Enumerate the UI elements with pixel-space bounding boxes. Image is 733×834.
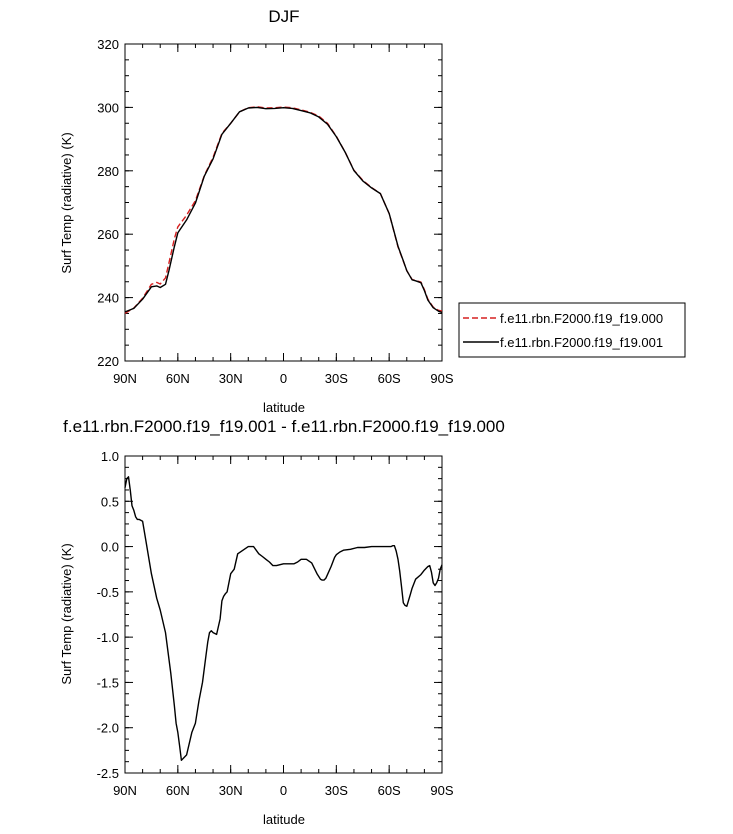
top-x-tick-label-0: 90N — [113, 371, 137, 386]
bottom-panel: f.e11.rbn.F2000.f19_f19.001 - f.e11.rbn.… — [59, 417, 505, 827]
top-y-axis-label: Surf Temp (radiative) (K) — [59, 132, 74, 273]
bottom-series-line-0 — [124, 476, 443, 761]
top-series-layer — [124, 106, 443, 314]
bottom-x-tick-label-1: 60N — [166, 783, 190, 798]
top-legend: f.e11.rbn.F2000.f19_f19.000 f.e11.rbn.F2… — [458, 302, 686, 358]
bottom-series-layer — [124, 476, 443, 761]
bottom-y-tick-label-2: -1.5 — [97, 675, 119, 690]
bottom-x-tick-label-3: 0 — [280, 783, 287, 798]
top-x-tick-label-4: 30S — [325, 371, 348, 386]
top-x-tick-label-6: 90S — [430, 371, 453, 386]
top-x-axis: 90N 60N 30N 0 30S 60S 90S — [113, 44, 454, 386]
top-y-tick-label-1: 240 — [97, 291, 119, 306]
legend-box — [458, 302, 686, 358]
top-chart-title: DJF — [268, 7, 299, 26]
top-y-tick-label-3: 280 — [97, 164, 119, 179]
bottom-y-tick-label-7: 1.0 — [101, 449, 119, 464]
top-y-axis: 220 240 260 280 300 320 — [97, 37, 442, 369]
bottom-y-tick-label-0: -2.5 — [97, 766, 119, 781]
top-x-tick-label-2: 30N — [219, 371, 243, 386]
top-series-line-1 — [124, 106, 443, 314]
bottom-x-axis-label: latitude — [263, 812, 305, 827]
top-y-tick-label-4: 300 — [97, 100, 119, 115]
bottom-x-tick-label-4: 30S — [325, 783, 348, 798]
bottom-x-tick-label-0: 90N — [113, 783, 137, 798]
bottom-y-tick-label-6: 0.5 — [101, 494, 119, 509]
bottom-y-axis: -2.5 -2.0 -1.5 -1.0 -0.5 0.0 0.5 1.0 — [97, 449, 442, 781]
top-x-tick-label-3: 0 — [280, 371, 287, 386]
bottom-x-axis: 90N 60N 30N 0 30S 60S 90S — [113, 456, 454, 798]
top-series-line-0 — [124, 106, 443, 314]
bottom-y-axis-label: Surf Temp (radiative) (K) — [59, 543, 74, 684]
top-plot-frame — [124, 43, 443, 362]
top-y-tick-label-2: 260 — [97, 227, 119, 242]
legend-label-series-1: f.e11.rbn.F2000.f19_f19.001 — [500, 335, 663, 350]
top-x-tick-label-5: 60S — [378, 371, 401, 386]
top-x-axis-label: latitude — [263, 400, 305, 415]
bottom-y-tick-label-4: -0.5 — [97, 585, 119, 600]
bottom-x-tick-label-5: 60S — [378, 783, 401, 798]
legend-label-series-0: f.e11.rbn.F2000.f19_f19.000 — [500, 311, 663, 326]
bottom-plot-frame — [124, 455, 443, 774]
top-y-tick-label-5: 320 — [97, 37, 119, 52]
bottom-x-tick-label-2: 30N — [219, 783, 243, 798]
top-y-tick-label-0: 220 — [97, 354, 119, 369]
bottom-chart-title: f.e11.rbn.F2000.f19_f19.001 - f.e11.rbn.… — [63, 417, 505, 436]
bottom-y-tick-label-1: -2.0 — [97, 721, 119, 736]
bottom-y-tick-label-5: 0.0 — [101, 540, 119, 555]
bottom-x-tick-label-6: 90S — [430, 783, 453, 798]
bottom-y-tick-label-3: -1.0 — [97, 630, 119, 645]
top-x-tick-label-1: 60N — [166, 371, 190, 386]
